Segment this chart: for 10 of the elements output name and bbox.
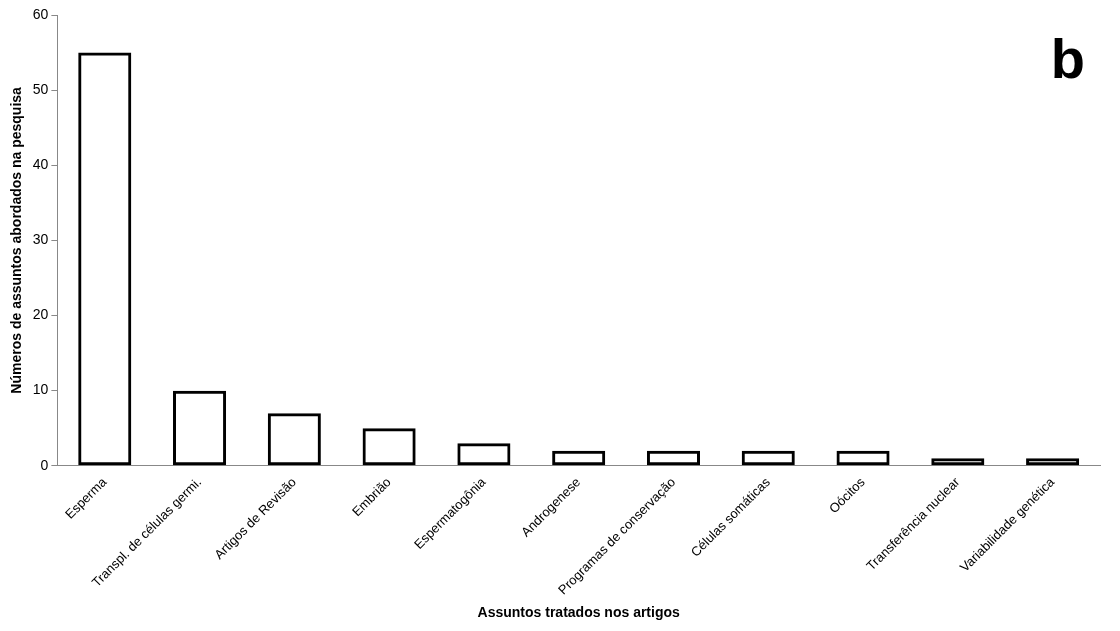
annotation: b: [1050, 27, 1085, 91]
y-tick-label: 0: [40, 456, 49, 473]
y-axis-title: Números de assuntos abordados na pesquisa: [8, 86, 25, 394]
y-tick-label: 60: [32, 5, 49, 22]
x-axis-title: Assuntos tratados nos artigos: [477, 604, 681, 621]
y-tick-label: 50: [32, 80, 49, 97]
y-tick-label: 40: [32, 156, 49, 173]
y-tick-label: 20: [32, 306, 49, 323]
y-tick-label: 10: [32, 381, 49, 398]
y-tick-label: 30: [32, 231, 49, 248]
